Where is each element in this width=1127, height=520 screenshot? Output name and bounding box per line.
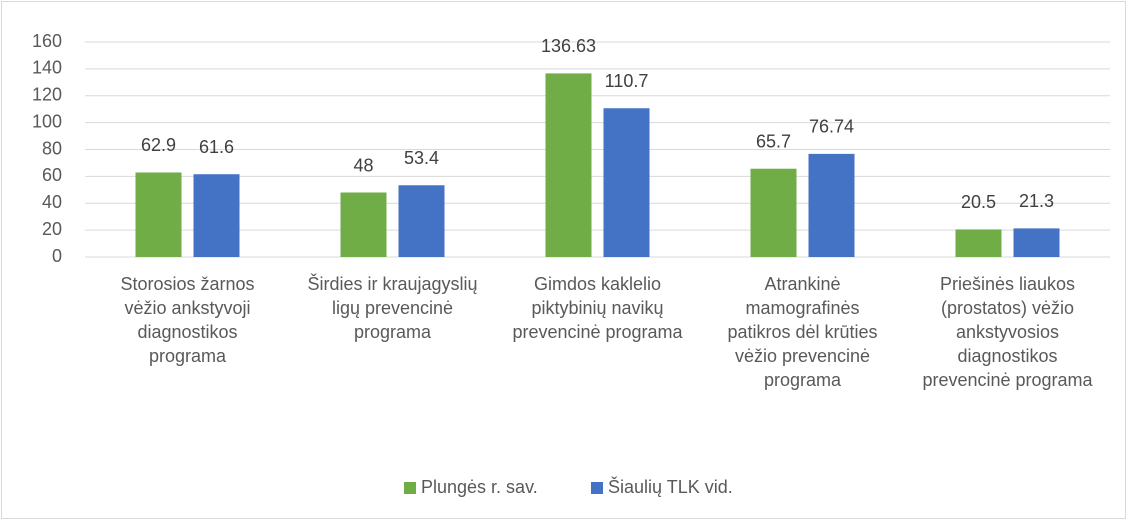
x-tick-label: Gimdos kaklelio piktybinių navikų preven…	[512, 274, 683, 342]
value-label: 62.9	[141, 135, 176, 155]
y-tick-label: 60	[42, 165, 62, 185]
y-tick-label: 40	[42, 192, 62, 212]
bar	[135, 172, 182, 257]
legend-swatch	[404, 482, 416, 494]
value-label: 20.5	[961, 192, 996, 212]
x-tick-label: Priešinės liaukos (prostatos) vėžio anks…	[922, 274, 1093, 390]
bar	[1013, 228, 1060, 257]
bar	[545, 73, 592, 257]
y-tick-label: 0	[52, 246, 62, 266]
bar	[340, 192, 387, 257]
x-tick-label: Storosios žarnos vėžio ankstyvoji diagno…	[120, 274, 255, 366]
bar	[193, 174, 240, 257]
legend-label: Plungės r. sav.	[421, 477, 538, 497]
y-tick-label: 20	[42, 219, 62, 239]
y-tick-label: 140	[32, 58, 62, 78]
legend-label: Šiaulių TLK vid.	[608, 476, 733, 497]
value-label: 61.6	[199, 137, 234, 157]
bar	[750, 168, 797, 257]
value-label: 53.4	[404, 148, 439, 168]
y-tick-label: 80	[42, 138, 62, 158]
value-label: 136.63	[541, 36, 596, 56]
value-label: 48	[353, 155, 373, 175]
bar	[603, 108, 650, 257]
bar	[955, 229, 1002, 257]
value-label: 110.7	[605, 71, 649, 91]
x-tick-label: Atrankinė mamografinės patikros dėl krūt…	[727, 274, 878, 390]
x-tick-label: Širdies ir kraujagyslių ligų prevencinė …	[307, 274, 478, 342]
y-tick-label: 120	[32, 85, 62, 105]
y-tick-label: 100	[32, 111, 62, 131]
value-label: 76.74	[809, 117, 854, 137]
value-label: 65.7	[756, 131, 791, 151]
bar	[398, 185, 445, 257]
y-tick-label: 160	[32, 31, 62, 51]
value-label: 21.3	[1019, 191, 1054, 211]
bar	[808, 153, 855, 257]
legend-swatch	[591, 482, 603, 494]
